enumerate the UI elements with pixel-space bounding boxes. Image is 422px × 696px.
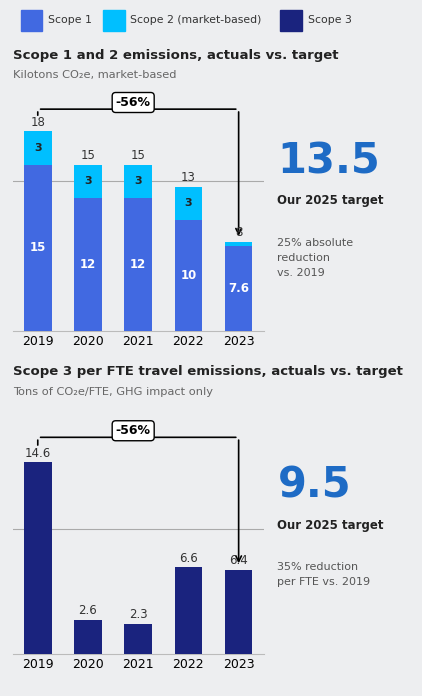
Bar [175,220,202,331]
Text: Scope 1 and 2 emissions, actuals vs. target: Scope 1 and 2 emissions, actuals vs. tar… [13,49,338,61]
Bar [24,164,51,331]
Text: 15: 15 [30,241,46,254]
Text: 3: 3 [34,143,42,153]
Text: 6.4: 6.4 [229,555,248,567]
Bar [103,10,124,31]
Text: 12: 12 [130,258,146,271]
Text: 18: 18 [30,116,45,129]
Bar [124,198,152,331]
Bar [21,10,42,31]
Text: 12: 12 [80,258,96,271]
Text: Kilotons CO₂e, market-based: Kilotons CO₂e, market-based [13,70,176,80]
Bar [124,164,152,198]
Text: 6.6: 6.6 [179,552,198,565]
Text: -56%: -56% [116,425,151,437]
Text: 9.5: 9.5 [278,465,351,507]
Text: 2.3: 2.3 [129,608,148,622]
Text: 15: 15 [81,149,95,161]
Bar [175,187,202,220]
Text: Scope 1: Scope 1 [49,15,92,25]
Text: -56%: -56% [116,96,151,109]
Text: 10: 10 [180,269,197,282]
Text: Scope 2 (market-based): Scope 2 (market-based) [130,15,262,25]
Text: 2.6: 2.6 [78,604,97,617]
Text: 3: 3 [84,176,92,186]
Bar [124,624,152,654]
Bar [225,242,252,246]
Text: 35% reduction
per FTE vs. 2019: 35% reduction per FTE vs. 2019 [278,562,371,587]
Text: Our 2025 target: Our 2025 target [278,194,384,207]
Text: 15: 15 [131,149,146,161]
Text: 8: 8 [235,226,242,239]
Bar [24,462,51,654]
Text: 25% absolute
reduction
vs. 2019: 25% absolute reduction vs. 2019 [278,238,354,278]
Bar [24,132,51,164]
Bar [225,570,252,654]
Bar [280,10,302,31]
Text: 3: 3 [184,198,192,208]
Text: Scope 3 per FTE travel emissions, actuals vs. target: Scope 3 per FTE travel emissions, actual… [13,365,403,378]
Text: 13.5: 13.5 [278,141,380,182]
Text: Tons of CO₂e/FTE, GHG impact only: Tons of CO₂e/FTE, GHG impact only [13,387,213,397]
Text: Our 2025 target: Our 2025 target [278,519,384,532]
Text: 13: 13 [181,171,196,184]
Bar [74,164,102,198]
Bar [74,198,102,331]
Text: 14.6: 14.6 [24,447,51,459]
Text: Scope 3: Scope 3 [308,15,352,25]
Text: 7.6: 7.6 [228,282,249,295]
Bar [74,620,102,654]
Bar [175,567,202,654]
Bar [225,246,252,331]
Text: 3: 3 [134,176,142,186]
